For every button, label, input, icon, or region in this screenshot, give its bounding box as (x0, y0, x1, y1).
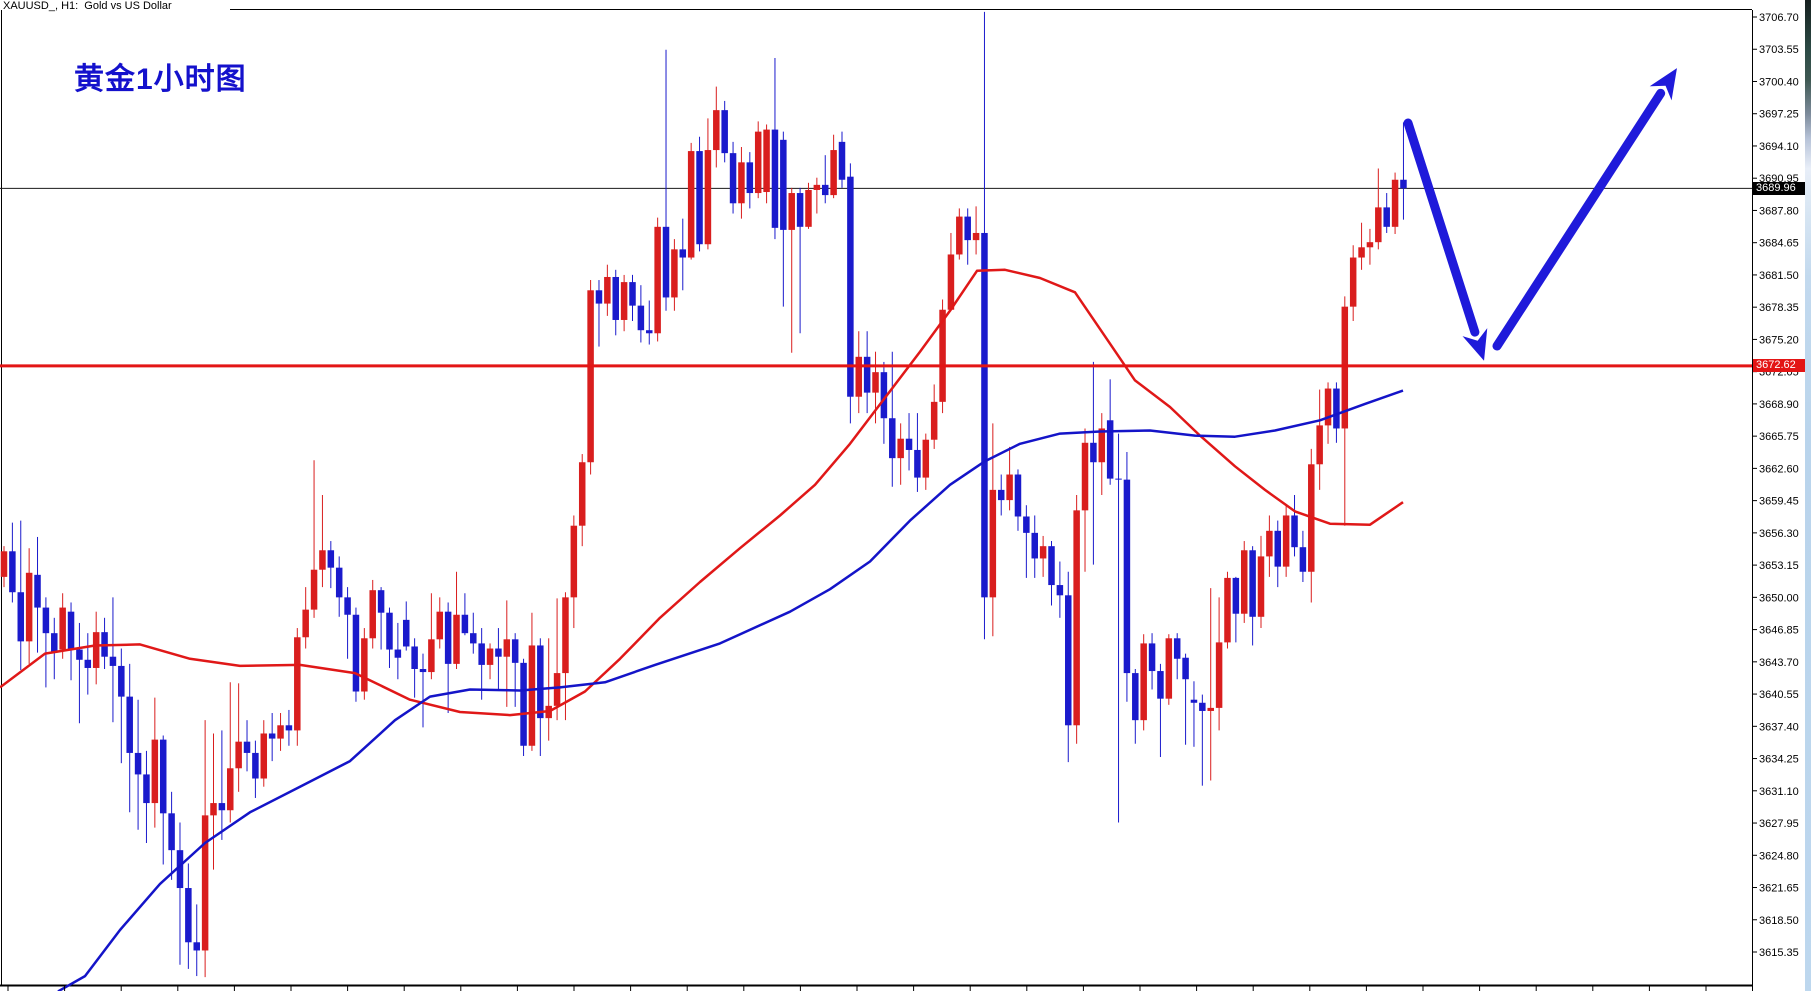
price-axis-label: 3700.40 (1759, 76, 1799, 88)
price-axis[interactable]: 3706.703703.553700.403697.253694.103690.… (1752, 12, 1799, 959)
price-axis-label: 3668.90 (1759, 399, 1799, 411)
time-axis[interactable] (7, 986, 1707, 991)
support-price-badge[interactable]: 3672.62 (1753, 359, 1807, 372)
price-axis-label: 3659.45 (1759, 496, 1799, 508)
price-axis-label: 3621.65 (1759, 883, 1799, 895)
price-axis-label: 3684.65 (1759, 238, 1799, 250)
price-axis-label: 3646.85 (1759, 625, 1799, 637)
price-axis-label: 3687.80 (1759, 205, 1799, 217)
candlesticks-layer (0, 11, 1407, 978)
price-axis-label: 3665.75 (1759, 431, 1799, 443)
chart-symbol-title: XAUUSD_, H1: Gold vs US Dollar (3, 0, 176, 13)
price-axis-label: 3703.55 (1759, 44, 1799, 56)
price-axis-label: 3653.15 (1759, 560, 1799, 572)
price-axis-label: 3643.70 (1759, 657, 1799, 669)
prediction-down-arrow[interactable] (1403, 118, 1488, 361)
plot-frame (0, 9, 1753, 991)
price-axis-label: 3650.00 (1759, 592, 1799, 604)
price-axis-label: 3618.50 (1759, 915, 1799, 927)
price-axis-label: 3697.25 (1759, 109, 1799, 121)
current-price-badge: 3689.96 (1753, 182, 1807, 195)
price-axis-label: 3627.95 (1759, 818, 1799, 830)
price-axis-label: 3681.50 (1759, 270, 1799, 282)
price-axis-label: 3656.30 (1759, 528, 1799, 540)
price-axis-label: 3675.20 (1759, 334, 1799, 346)
price-axis-label: 3624.80 (1759, 850, 1799, 862)
price-axis-label: 3694.10 (1759, 141, 1799, 153)
price-axis-label: 3640.55 (1759, 689, 1799, 701)
ma-slow-blue-line (57, 389, 1404, 991)
price-axis-label: 3662.60 (1759, 463, 1799, 475)
window-edge-strip (1805, 0, 1811, 991)
price-axis-label: 3634.25 (1759, 754, 1799, 766)
price-axis-label: 3678.35 (1759, 302, 1799, 314)
price-axis-label: 3706.70 (1759, 12, 1799, 24)
prediction-up-arrow[interactable] (1492, 68, 1677, 351)
price-axis-label: 3631.10 (1759, 786, 1799, 798)
price-axis-label: 3615.35 (1759, 947, 1799, 959)
chart-annotation-label: 黄金1小时图 (74, 63, 247, 96)
price-axis-label: 3637.40 (1759, 721, 1799, 733)
